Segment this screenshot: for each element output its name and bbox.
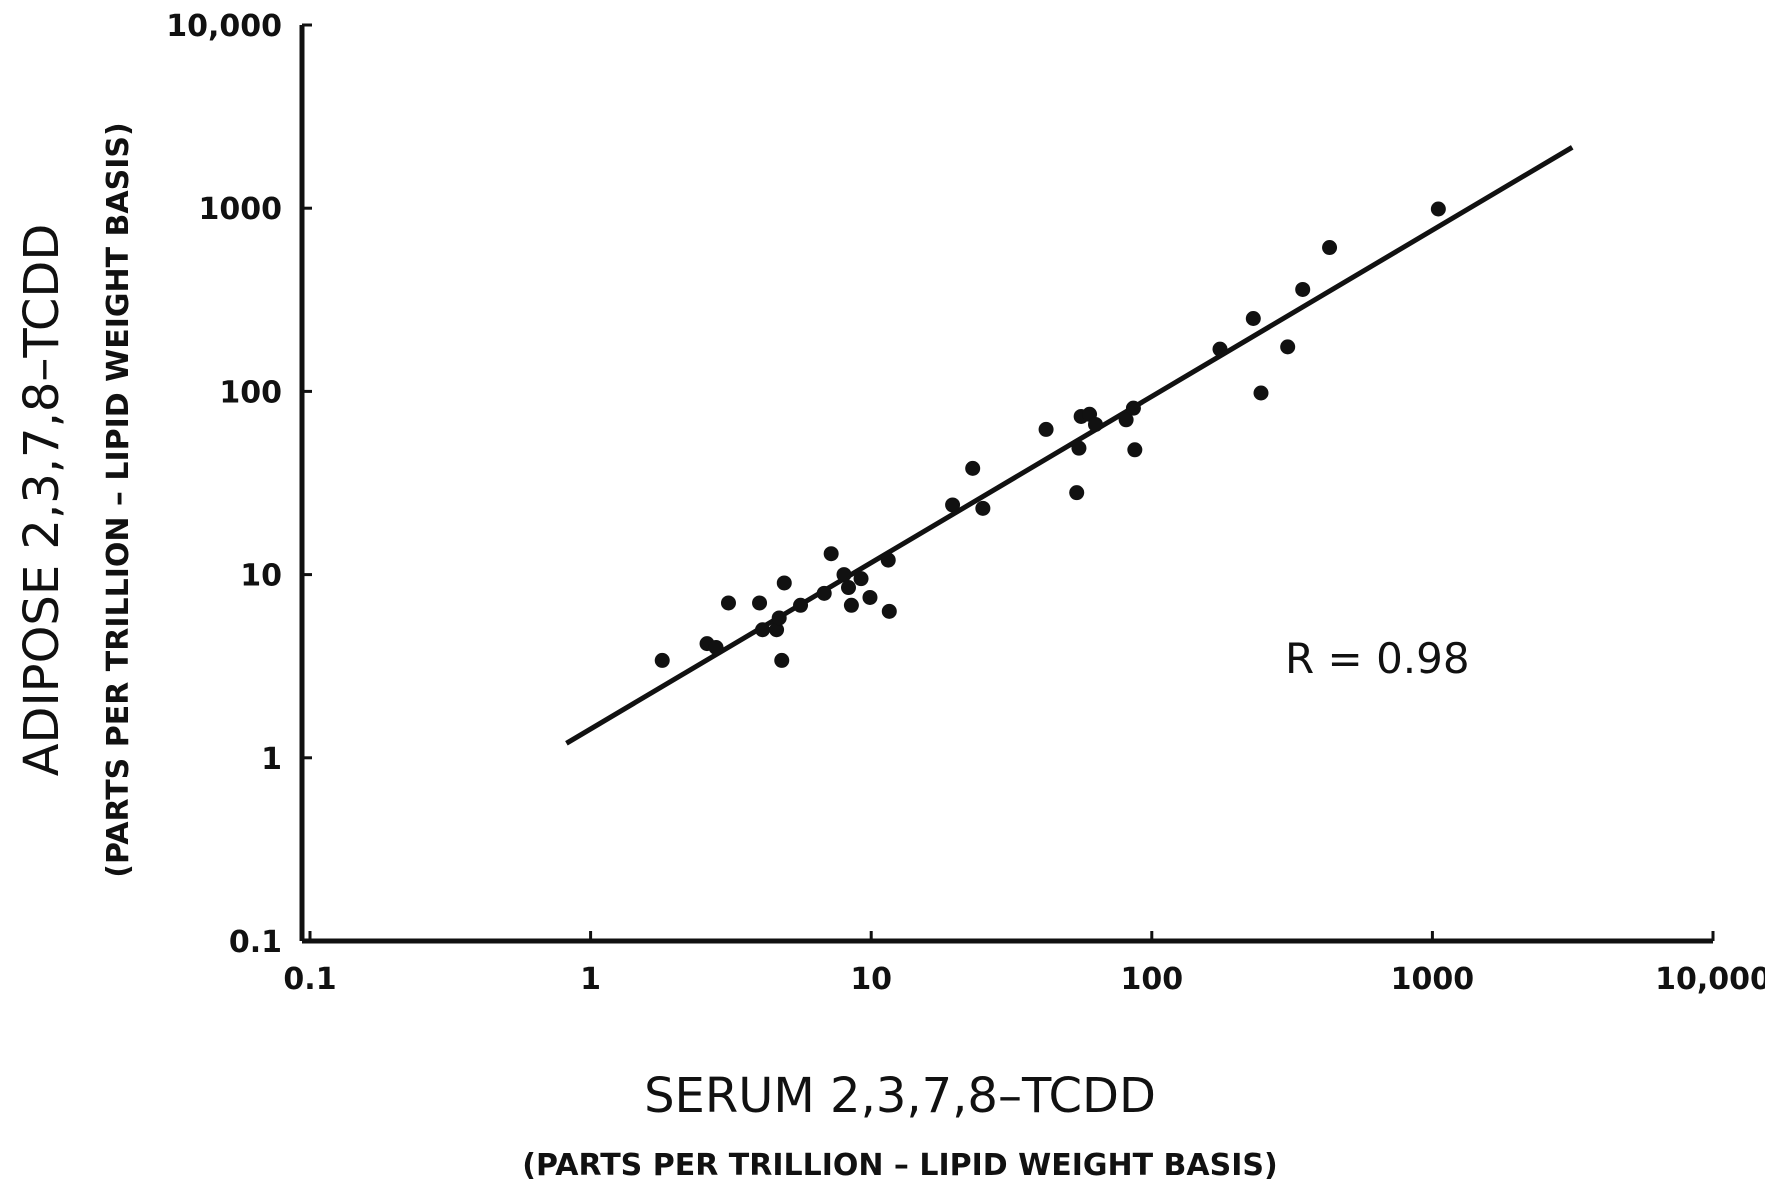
y-tick-label: 10 [240,559,282,594]
data-point [755,622,771,638]
data-point [1212,341,1228,357]
data-point [853,571,869,587]
data-points [654,201,1446,668]
data-point [862,589,878,605]
data-point [1280,339,1296,355]
data-point [654,652,670,668]
x-axis-subtitle: (PARTS PER TRILLION – LIPID WEIGHT BASIS… [522,1148,1277,1183]
ticks: 0.1 1 10 100 1000 10,000 0.1 1 10 100 1000 10,000 [166,9,1765,997]
data-point [793,597,809,613]
axes [299,25,1713,944]
data-point [975,500,991,516]
data-point [708,640,724,656]
data-point [720,595,736,611]
data-point [823,546,839,562]
y-tick-label: 1000 [199,192,283,227]
data-point [1071,440,1087,456]
data-point [945,497,961,513]
data-point [1087,416,1103,432]
data-point [1245,310,1261,326]
data-point [752,595,768,611]
x-tick-label: 0.1 [283,962,336,997]
x-axis-title: SERUM 2,3,7,8–TCDD [644,1068,1156,1124]
data-point [965,460,981,476]
data-point [776,575,792,591]
data-point [1118,412,1134,428]
x-tick-label: 1000 [1391,962,1475,997]
data-point [1295,281,1311,297]
data-point [1038,421,1054,437]
y-tick-label: 100 [219,375,282,410]
y-axis-subtitle: (PARTS PER TRILLION – LIPID WEIGHT BASIS… [101,122,136,877]
data-point [769,622,785,638]
regression-line [565,145,1574,746]
data-point [816,585,832,601]
y-tick-label: 10,000 [166,9,282,44]
y-tick-label: 1 [261,742,282,777]
y-axis-title: ADIPOSE 2,3,7,8–TCDD [14,224,70,777]
x-tick-label: 1 [580,962,601,997]
x-tick-label: 10,000 [1655,962,1765,997]
data-point [1253,385,1269,401]
data-point [843,597,859,613]
fit-line-group [565,145,1574,746]
data-point [1127,442,1143,458]
y-tick-label: 0.1 [229,925,282,960]
data-point [881,603,897,619]
data-point [771,610,787,626]
x-tick-label: 10 [850,962,892,997]
data-point [840,580,856,596]
data-point [774,652,790,668]
data-point [1430,201,1446,217]
data-point [1069,485,1085,501]
data-point [1125,400,1141,416]
correlation-annotation: R = 0.98 [1285,634,1470,683]
x-tick-label: 100 [1120,962,1183,997]
data-point [1322,240,1338,256]
data-point [880,552,896,568]
data-point [836,567,852,583]
